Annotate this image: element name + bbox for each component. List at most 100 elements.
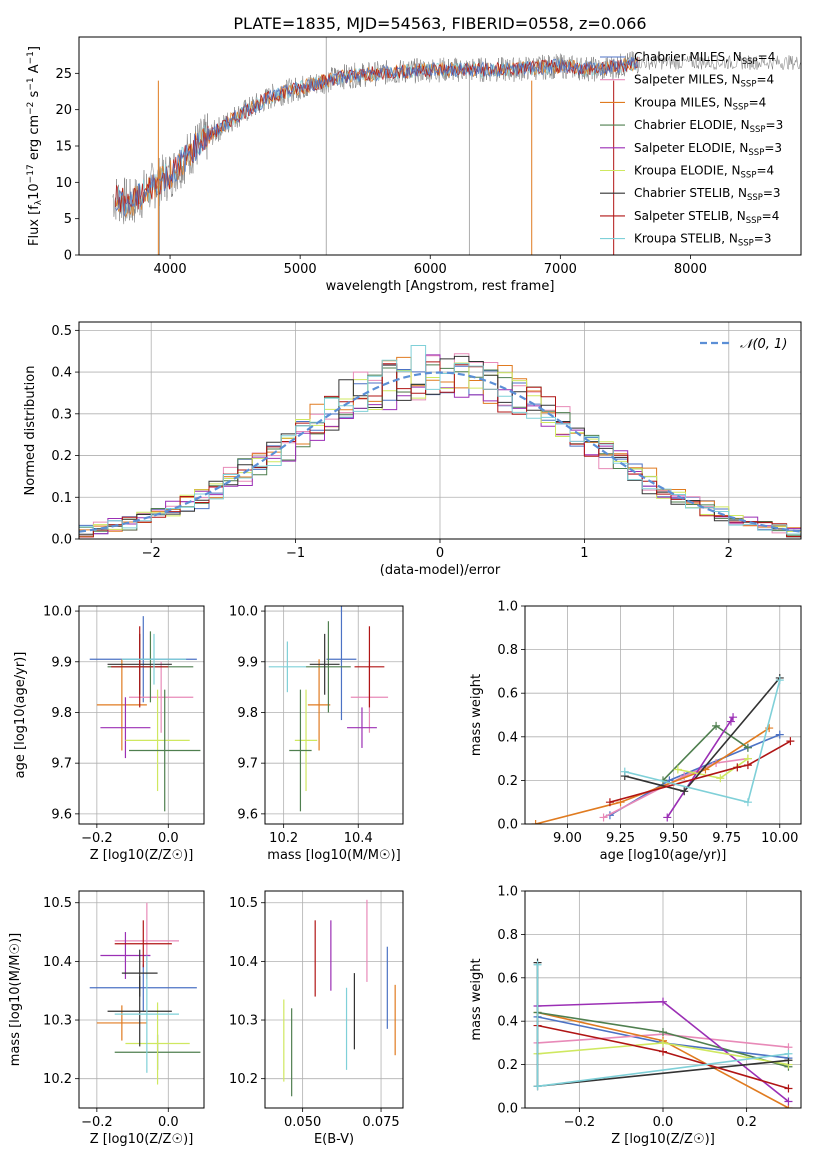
legend-entry: Chabrier STELIB, NSSP=3 [634, 186, 781, 203]
plot-area [283, 899, 396, 1097]
axes-frame [78, 36, 802, 256]
x-tick-label: −0.2 [564, 1115, 596, 1130]
legend-entry: Salpeter STELIB, NSSP=4 [634, 209, 779, 226]
chart-spectrum: 4000 5000 6000 7000 8000 0 5 10 15 20 25 wavelength… [26, 36, 802, 294]
x-tick-label: 4000 [154, 262, 187, 277]
legend-entry: Chabrier ELODIE, NSSP=3 [634, 118, 783, 135]
x-tick-label: 9.25 [606, 831, 635, 846]
y-tick-label: 20 [55, 103, 72, 118]
y-tick-label: 9.6 [237, 807, 258, 822]
weight-line [603, 757, 749, 819]
y-tick-label: 9.8 [51, 706, 72, 721]
weight-marker [784, 1084, 793, 1093]
y-tick-label: 10 [55, 176, 72, 191]
plot-area [533, 958, 793, 1108]
y-tick-label: 9.9 [51, 655, 72, 670]
x-tick-label: 8000 [674, 262, 707, 277]
y-tick-label: 1.0 [497, 600, 518, 615]
weight-marker [726, 717, 735, 726]
y-tick-label: 10.5 [43, 896, 72, 911]
weight-marker [620, 767, 629, 776]
y-tick-label: 0.8 [497, 928, 518, 943]
weight-marker [533, 960, 542, 969]
legend-entry: Kroupa STELIB, NSSP=3 [634, 232, 772, 249]
legend-entry: Kroupa MILES, NSSP=4 [634, 95, 766, 112]
y-tick-label: 0.4 [497, 1015, 518, 1030]
y-tick-label: 10.2 [43, 1072, 72, 1087]
y-tick-label: 0.2 [497, 1058, 518, 1073]
grid [79, 606, 204, 824]
weight-marker [786, 737, 795, 746]
grid [79, 891, 204, 1108]
figure-title: PLATE=1835, MJD=54563, FIBERID=0558, z=0… [233, 14, 646, 33]
legend-entry: 𝒩(0, 1) [740, 337, 787, 352]
chart-weight-vs-age: 9.00 9.25 9.50 9.75 10.00 0.0 0.2 0.4 0.6 0.8 1.0 a… [469, 600, 802, 863]
weight-marker [733, 763, 742, 772]
weight-marker [659, 997, 667, 1006]
x-tick-label: 5000 [284, 262, 317, 277]
weight-marker [599, 813, 608, 822]
normal-curve [79, 371, 801, 533]
model-spectrum [115, 57, 639, 217]
y-tick-label: 10.5 [229, 896, 258, 911]
chart-residuals: −2 −1 0 1 2 0.0 0.1 0.2 0.3 0.4 0.5 (data-model)/er… [23, 321, 802, 578]
y-tick-label: 0.6 [497, 687, 518, 702]
plot-area [89, 616, 201, 812]
y-axis-label: mass [log10(M/M☉)] [8, 933, 23, 1066]
plot-area [79, 345, 801, 539]
axes-frame [78, 321, 802, 540]
x-tick-label: 0.0 [158, 1115, 179, 1130]
x-axis-label: Z [log10(Z/Z☉)] [90, 848, 194, 863]
model-spectrum [115, 56, 639, 213]
weight-marker [775, 730, 784, 739]
x-axis-label: age [log10(age/yr)] [600, 848, 727, 863]
weight-marker [680, 787, 689, 796]
x-tick-label: −2 [142, 546, 161, 561]
axes-frame [264, 605, 404, 825]
x-tick-label: 0.2 [736, 1115, 757, 1130]
chart-age-vs-Z: −0.2 0.0 9.6 9.7 9.8 9.9 10.0 Z [log10(Z/Z☉)] ag… [13, 605, 205, 863]
x-tick-label: −0.2 [81, 1115, 113, 1130]
weight-marker [605, 798, 614, 807]
axes-frame [78, 605, 205, 825]
plots-layer: 4000 5000 6000 7000 80000510152025wavelength… [8, 36, 802, 1147]
legend-entry: Chabrier MILES, NSSP=4 [634, 50, 775, 67]
x-tick-label: 10.00 [761, 831, 798, 846]
y-tick-label: 9.8 [237, 706, 258, 721]
x-tick-label: −1 [286, 546, 305, 561]
weight-line [609, 740, 791, 803]
weight-marker [716, 774, 725, 783]
y-tick-label: 0.0 [51, 533, 72, 548]
y-tick-label: 5 [64, 212, 72, 227]
x-tick-label: 0.075 [362, 1115, 399, 1130]
y-tick-label: 0.5 [51, 324, 72, 339]
y-tick-label: 0.2 [51, 449, 72, 464]
y-tick-label: 0.6 [497, 971, 518, 986]
weight-marker [712, 721, 721, 730]
y-tick-label: 0.8 [497, 643, 518, 658]
chart-mass-vs-Z: −0.2 0.0 10.2 10.3 10.4 10.5 Z [log10(Z/Z☉)] ma… [8, 890, 205, 1147]
x-tick-label: 6000 [414, 262, 447, 277]
legend-entry: Kroupa ELODIE, NSSP=4 [634, 164, 774, 181]
weight-marker [743, 761, 752, 770]
y-tick-label: 0.4 [497, 730, 518, 745]
x-axis-label: Z [log10(Z/Z☉)] [611, 1132, 715, 1147]
x-axis-label: wavelength [Angstrom, rest frame] [326, 279, 555, 294]
x-tick-label: 2 [725, 546, 733, 561]
x-tick-label: 10.4 [344, 831, 373, 846]
grid [265, 891, 403, 1108]
weight-marker [729, 713, 738, 722]
x-tick-label: 0.050 [284, 1115, 321, 1130]
weight-marker [531, 820, 540, 824]
x-tick-label: 1 [580, 546, 588, 561]
y-axis-label: age [log10(age/yr)] [13, 652, 28, 779]
weight-marker [673, 765, 682, 774]
y-axis-label: Flux [fλ10−17 erg cm−2 s−1 A−1] [26, 46, 44, 246]
x-tick-label: 0.0 [653, 1115, 674, 1130]
axes-frame [78, 890, 205, 1109]
x-tick-label: −0.2 [81, 831, 113, 846]
y-tick-label: 9.7 [237, 757, 258, 772]
weight-marker [659, 1028, 667, 1037]
x-axis-label: E(B-V) [314, 1132, 354, 1147]
